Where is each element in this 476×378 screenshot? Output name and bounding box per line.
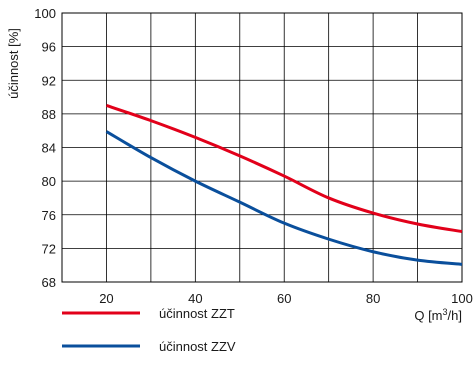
- legend-label-zzv: účinnost ZZV: [159, 339, 236, 354]
- x-axis-label-suffix: /h]: [448, 308, 462, 323]
- x-tick-label: 80: [366, 291, 380, 306]
- series-lines: [105, 104, 463, 266]
- y-tick-label: 92: [42, 73, 56, 88]
- x-tick-label: 100: [451, 291, 473, 306]
- grid: [61, 12, 463, 283]
- y-axis-label: účinnost [%]: [6, 28, 21, 99]
- y-tick-label: 72: [42, 241, 56, 256]
- y-tick-label: 88: [42, 107, 56, 122]
- y-tick-label: 68: [42, 275, 56, 290]
- y-tick-label: 80: [42, 174, 56, 189]
- x-tick-label: 20: [99, 291, 113, 306]
- series-line-zzt: [105, 104, 463, 234]
- legend: účinnost ZZT účinnost ZZV: [62, 306, 236, 354]
- x-axis-label: Q [m3/h]: [414, 307, 462, 323]
- series-line-zzv: [105, 130, 463, 266]
- y-tick-label: 96: [42, 40, 56, 55]
- legend-label-zzt: účinnost ZZT: [159, 306, 235, 321]
- plot-frame: [61, 12, 463, 283]
- x-tick-label: 60: [277, 291, 291, 306]
- x-axis-label-prefix: Q [m: [414, 308, 442, 323]
- x-axis-label-superscript: 3: [443, 307, 448, 317]
- x-tick-label: 40: [188, 291, 202, 306]
- y-tick-label: 76: [42, 208, 56, 223]
- y-tick-label: 84: [42, 141, 56, 156]
- y-tick-label: 100: [34, 6, 56, 21]
- tick-labels: 68 72 76 80 84 88 92 96 100 20 40 60 80 100: [34, 6, 473, 306]
